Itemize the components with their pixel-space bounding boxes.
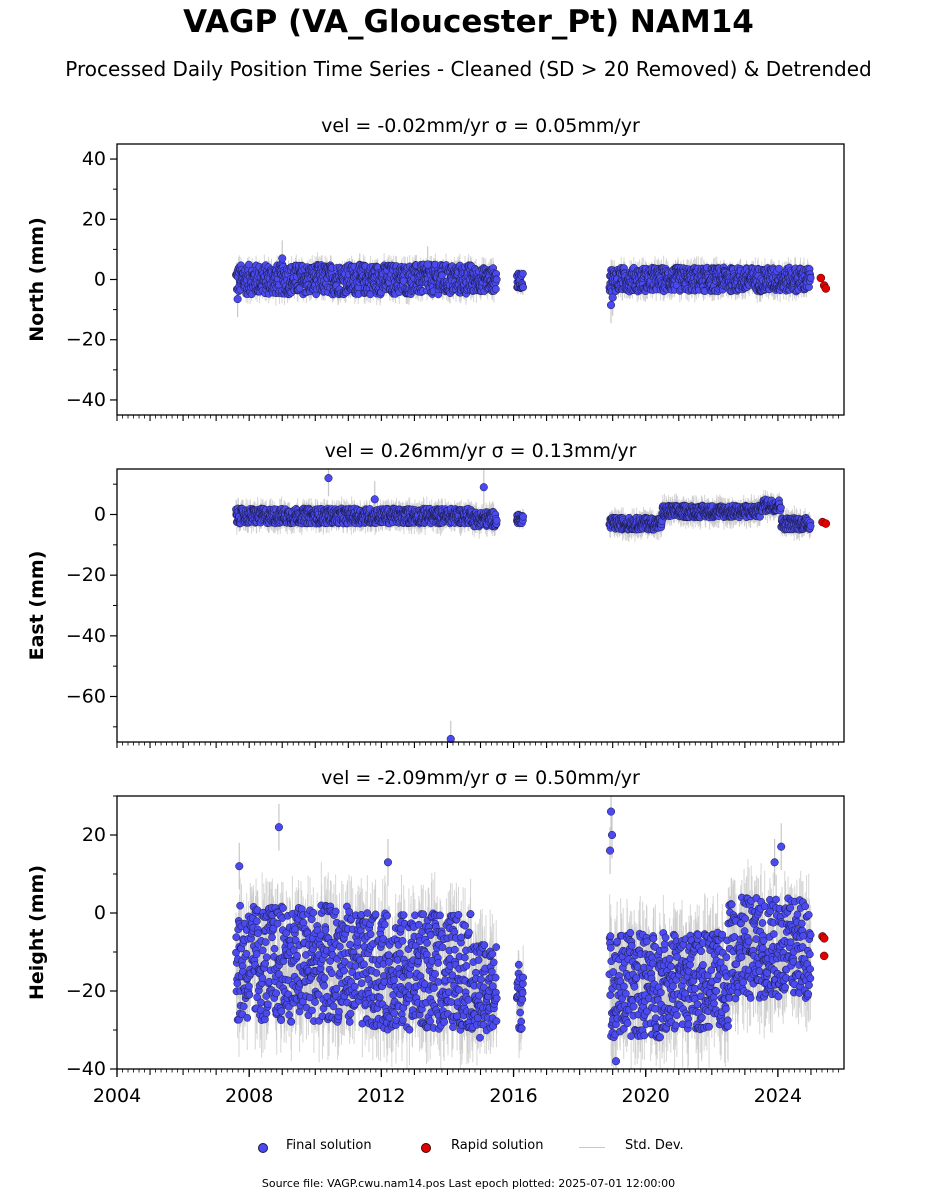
final-point (519, 283, 528, 292)
final-point (278, 254, 287, 263)
figure-title: VAGP (VA_Gloucester_Pt) NAM14 (0, 4, 937, 40)
final-point (519, 269, 527, 278)
panel-title: vel = -0.02mm/yr σ = 0.05mm/yr (321, 115, 640, 137)
final-point (608, 293, 617, 302)
final-point (806, 274, 815, 282)
final-solution-points (232, 254, 815, 310)
y-tick-label: 0 (94, 269, 106, 291)
final-point (492, 285, 500, 293)
rapid-point (816, 273, 826, 283)
panel-north: −40 −20 0 20 40 vel = -0.02mm/yr σ = 0.05mm/y… (26, 115, 845, 421)
y-tick-label: 20 (82, 208, 106, 230)
rapid-point (821, 284, 831, 293)
final-point (233, 295, 242, 304)
y-tick-label: −20 (66, 329, 106, 351)
y-tick-label: 40 (82, 148, 106, 170)
final-point (295, 284, 304, 293)
y-axis-label: North (mm) (26, 217, 48, 342)
y-tick-label: −40 (66, 389, 106, 411)
final-point (492, 275, 501, 284)
figure-subtitle: Processed Daily Position Time Series - C… (0, 57, 937, 81)
final-point (423, 260, 432, 269)
final-point (606, 301, 616, 310)
